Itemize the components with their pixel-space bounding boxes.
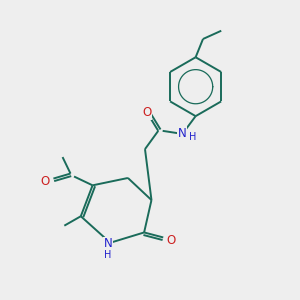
Text: N: N bbox=[178, 127, 187, 140]
Text: H: H bbox=[104, 250, 112, 260]
Text: O: O bbox=[142, 106, 152, 119]
Text: N: N bbox=[103, 237, 112, 250]
Text: O: O bbox=[167, 234, 176, 247]
Text: O: O bbox=[40, 175, 49, 188]
Text: H: H bbox=[189, 132, 196, 142]
